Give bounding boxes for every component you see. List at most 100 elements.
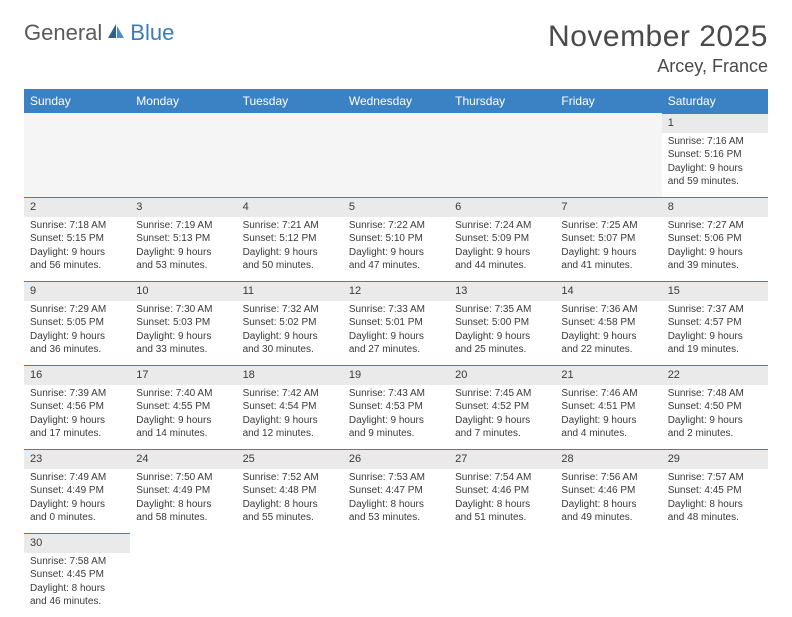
daylight-text-2: and 30 minutes. — [243, 343, 337, 357]
calendar-day-cell: 12Sunrise: 7:33 AMSunset: 5:01 PMDayligh… — [343, 281, 449, 365]
calendar-day-cell: 26Sunrise: 7:53 AMSunset: 4:47 PMDayligh… — [343, 449, 449, 533]
daylight-text-2: and 51 minutes. — [455, 511, 549, 525]
calendar-day-cell — [237, 533, 343, 617]
day-number: 12 — [343, 281, 449, 301]
day-header-saturday: Saturday — [662, 89, 768, 113]
day-number: 26 — [343, 449, 449, 469]
daylight-text-1: Daylight: 8 hours — [349, 498, 443, 512]
daylight-text-1: Daylight: 9 hours — [136, 246, 230, 260]
daylight-text-1: Daylight: 9 hours — [455, 414, 549, 428]
sunset-text: Sunset: 4:52 PM — [455, 400, 549, 414]
day-content: Sunrise: 7:56 AMSunset: 4:46 PMDaylight:… — [555, 469, 661, 529]
daylight-text-1: Daylight: 9 hours — [30, 414, 124, 428]
daylight-text-1: Daylight: 8 hours — [455, 498, 549, 512]
calendar-day-cell: 23Sunrise: 7:49 AMSunset: 4:49 PMDayligh… — [24, 449, 130, 533]
calendar-day-cell: 9Sunrise: 7:29 AMSunset: 5:05 PMDaylight… — [24, 281, 130, 365]
day-content: Sunrise: 7:40 AMSunset: 4:55 PMDaylight:… — [130, 385, 236, 445]
day-number: 3 — [130, 197, 236, 217]
day-content: Sunrise: 7:45 AMSunset: 4:52 PMDaylight:… — [449, 385, 555, 445]
sunrise-text: Sunrise: 7:50 AM — [136, 471, 230, 485]
sunset-text: Sunset: 4:57 PM — [668, 316, 762, 330]
daylight-text-2: and 46 minutes. — [30, 595, 124, 609]
day-content: Sunrise: 7:58 AMSunset: 4:45 PMDaylight:… — [24, 553, 130, 613]
day-number: 17 — [130, 365, 236, 385]
daylight-text-2: and 0 minutes. — [30, 511, 124, 525]
daylight-text-2: and 53 minutes. — [349, 511, 443, 525]
sunrise-text: Sunrise: 7:29 AM — [30, 303, 124, 317]
day-content: Sunrise: 7:48 AMSunset: 4:50 PMDaylight:… — [662, 385, 768, 445]
sunset-text: Sunset: 5:02 PM — [243, 316, 337, 330]
sunset-text: Sunset: 4:49 PM — [136, 484, 230, 498]
day-content: Sunrise: 7:27 AMSunset: 5:06 PMDaylight:… — [662, 217, 768, 277]
sunset-text: Sunset: 5:07 PM — [561, 232, 655, 246]
day-number: 15 — [662, 281, 768, 301]
sunrise-text: Sunrise: 7:16 AM — [668, 135, 762, 149]
day-content: Sunrise: 7:37 AMSunset: 4:57 PMDaylight:… — [662, 301, 768, 361]
day-number: 9 — [24, 281, 130, 301]
day-content: Sunrise: 7:18 AMSunset: 5:15 PMDaylight:… — [24, 217, 130, 277]
sunrise-text: Sunrise: 7:32 AM — [243, 303, 337, 317]
day-content: Sunrise: 7:24 AMSunset: 5:09 PMDaylight:… — [449, 217, 555, 277]
sunrise-text: Sunrise: 7:58 AM — [30, 555, 124, 569]
day-header-wednesday: Wednesday — [343, 89, 449, 113]
sunset-text: Sunset: 5:15 PM — [30, 232, 124, 246]
day-header-monday: Monday — [130, 89, 236, 113]
sunrise-text: Sunrise: 7:19 AM — [136, 219, 230, 233]
sunrise-text: Sunrise: 7:46 AM — [561, 387, 655, 401]
sunset-text: Sunset: 5:05 PM — [30, 316, 124, 330]
calendar-day-cell: 6Sunrise: 7:24 AMSunset: 5:09 PMDaylight… — [449, 197, 555, 281]
sunrise-text: Sunrise: 7:54 AM — [455, 471, 549, 485]
daylight-text-2: and 39 minutes. — [668, 259, 762, 273]
day-content: Sunrise: 7:33 AMSunset: 5:01 PMDaylight:… — [343, 301, 449, 361]
calendar-week-row: 16Sunrise: 7:39 AMSunset: 4:56 PMDayligh… — [24, 365, 768, 449]
daylight-text-2: and 49 minutes. — [561, 511, 655, 525]
day-number: 29 — [662, 449, 768, 469]
sunset-text: Sunset: 5:16 PM — [668, 148, 762, 162]
day-content: Sunrise: 7:43 AMSunset: 4:53 PMDaylight:… — [343, 385, 449, 445]
calendar-day-cell: 25Sunrise: 7:52 AMSunset: 4:48 PMDayligh… — [237, 449, 343, 533]
daylight-text-2: and 27 minutes. — [349, 343, 443, 357]
sunrise-text: Sunrise: 7:56 AM — [561, 471, 655, 485]
sunset-text: Sunset: 4:45 PM — [668, 484, 762, 498]
calendar-day-cell: 2Sunrise: 7:18 AMSunset: 5:15 PMDaylight… — [24, 197, 130, 281]
sunrise-text: Sunrise: 7:42 AM — [243, 387, 337, 401]
calendar-day-cell: 4Sunrise: 7:21 AMSunset: 5:12 PMDaylight… — [237, 197, 343, 281]
sunrise-text: Sunrise: 7:49 AM — [30, 471, 124, 485]
calendar-day-cell — [555, 533, 661, 617]
calendar-day-cell: 8Sunrise: 7:27 AMSunset: 5:06 PMDaylight… — [662, 197, 768, 281]
calendar-day-cell: 14Sunrise: 7:36 AMSunset: 4:58 PMDayligh… — [555, 281, 661, 365]
sunset-text: Sunset: 5:03 PM — [136, 316, 230, 330]
title-block: November 2025 Arcey, France — [548, 20, 768, 77]
sunset-text: Sunset: 4:54 PM — [243, 400, 337, 414]
sunset-text: Sunset: 5:09 PM — [455, 232, 549, 246]
daylight-text-1: Daylight: 9 hours — [668, 162, 762, 176]
daylight-text-2: and 59 minutes. — [668, 175, 762, 189]
daylight-text-2: and 2 minutes. — [668, 427, 762, 441]
daylight-text-1: Daylight: 8 hours — [243, 498, 337, 512]
sunrise-text: Sunrise: 7:18 AM — [30, 219, 124, 233]
day-number: 30 — [24, 533, 130, 553]
sunrise-text: Sunrise: 7:35 AM — [455, 303, 549, 317]
day-content: Sunrise: 7:21 AMSunset: 5:12 PMDaylight:… — [237, 217, 343, 277]
daylight-text-1: Daylight: 9 hours — [561, 414, 655, 428]
day-content: Sunrise: 7:57 AMSunset: 4:45 PMDaylight:… — [662, 469, 768, 529]
daylight-text-2: and 48 minutes. — [668, 511, 762, 525]
day-content: Sunrise: 7:39 AMSunset: 4:56 PMDaylight:… — [24, 385, 130, 445]
day-number: 16 — [24, 365, 130, 385]
day-header-tuesday: Tuesday — [237, 89, 343, 113]
day-number: 8 — [662, 197, 768, 217]
calendar-day-cell — [555, 113, 661, 197]
daylight-text-2: and 58 minutes. — [136, 511, 230, 525]
sunset-text: Sunset: 4:51 PM — [561, 400, 655, 414]
logo-sail-icon — [106, 20, 126, 46]
sunset-text: Sunset: 4:55 PM — [136, 400, 230, 414]
daylight-text-2: and 12 minutes. — [243, 427, 337, 441]
day-number: 13 — [449, 281, 555, 301]
daylight-text-2: and 22 minutes. — [561, 343, 655, 357]
day-header-thursday: Thursday — [449, 89, 555, 113]
sunset-text: Sunset: 5:12 PM — [243, 232, 337, 246]
day-content: Sunrise: 7:22 AMSunset: 5:10 PMDaylight:… — [343, 217, 449, 277]
sunset-text: Sunset: 4:49 PM — [30, 484, 124, 498]
day-number: 11 — [237, 281, 343, 301]
daylight-text-2: and 25 minutes. — [455, 343, 549, 357]
